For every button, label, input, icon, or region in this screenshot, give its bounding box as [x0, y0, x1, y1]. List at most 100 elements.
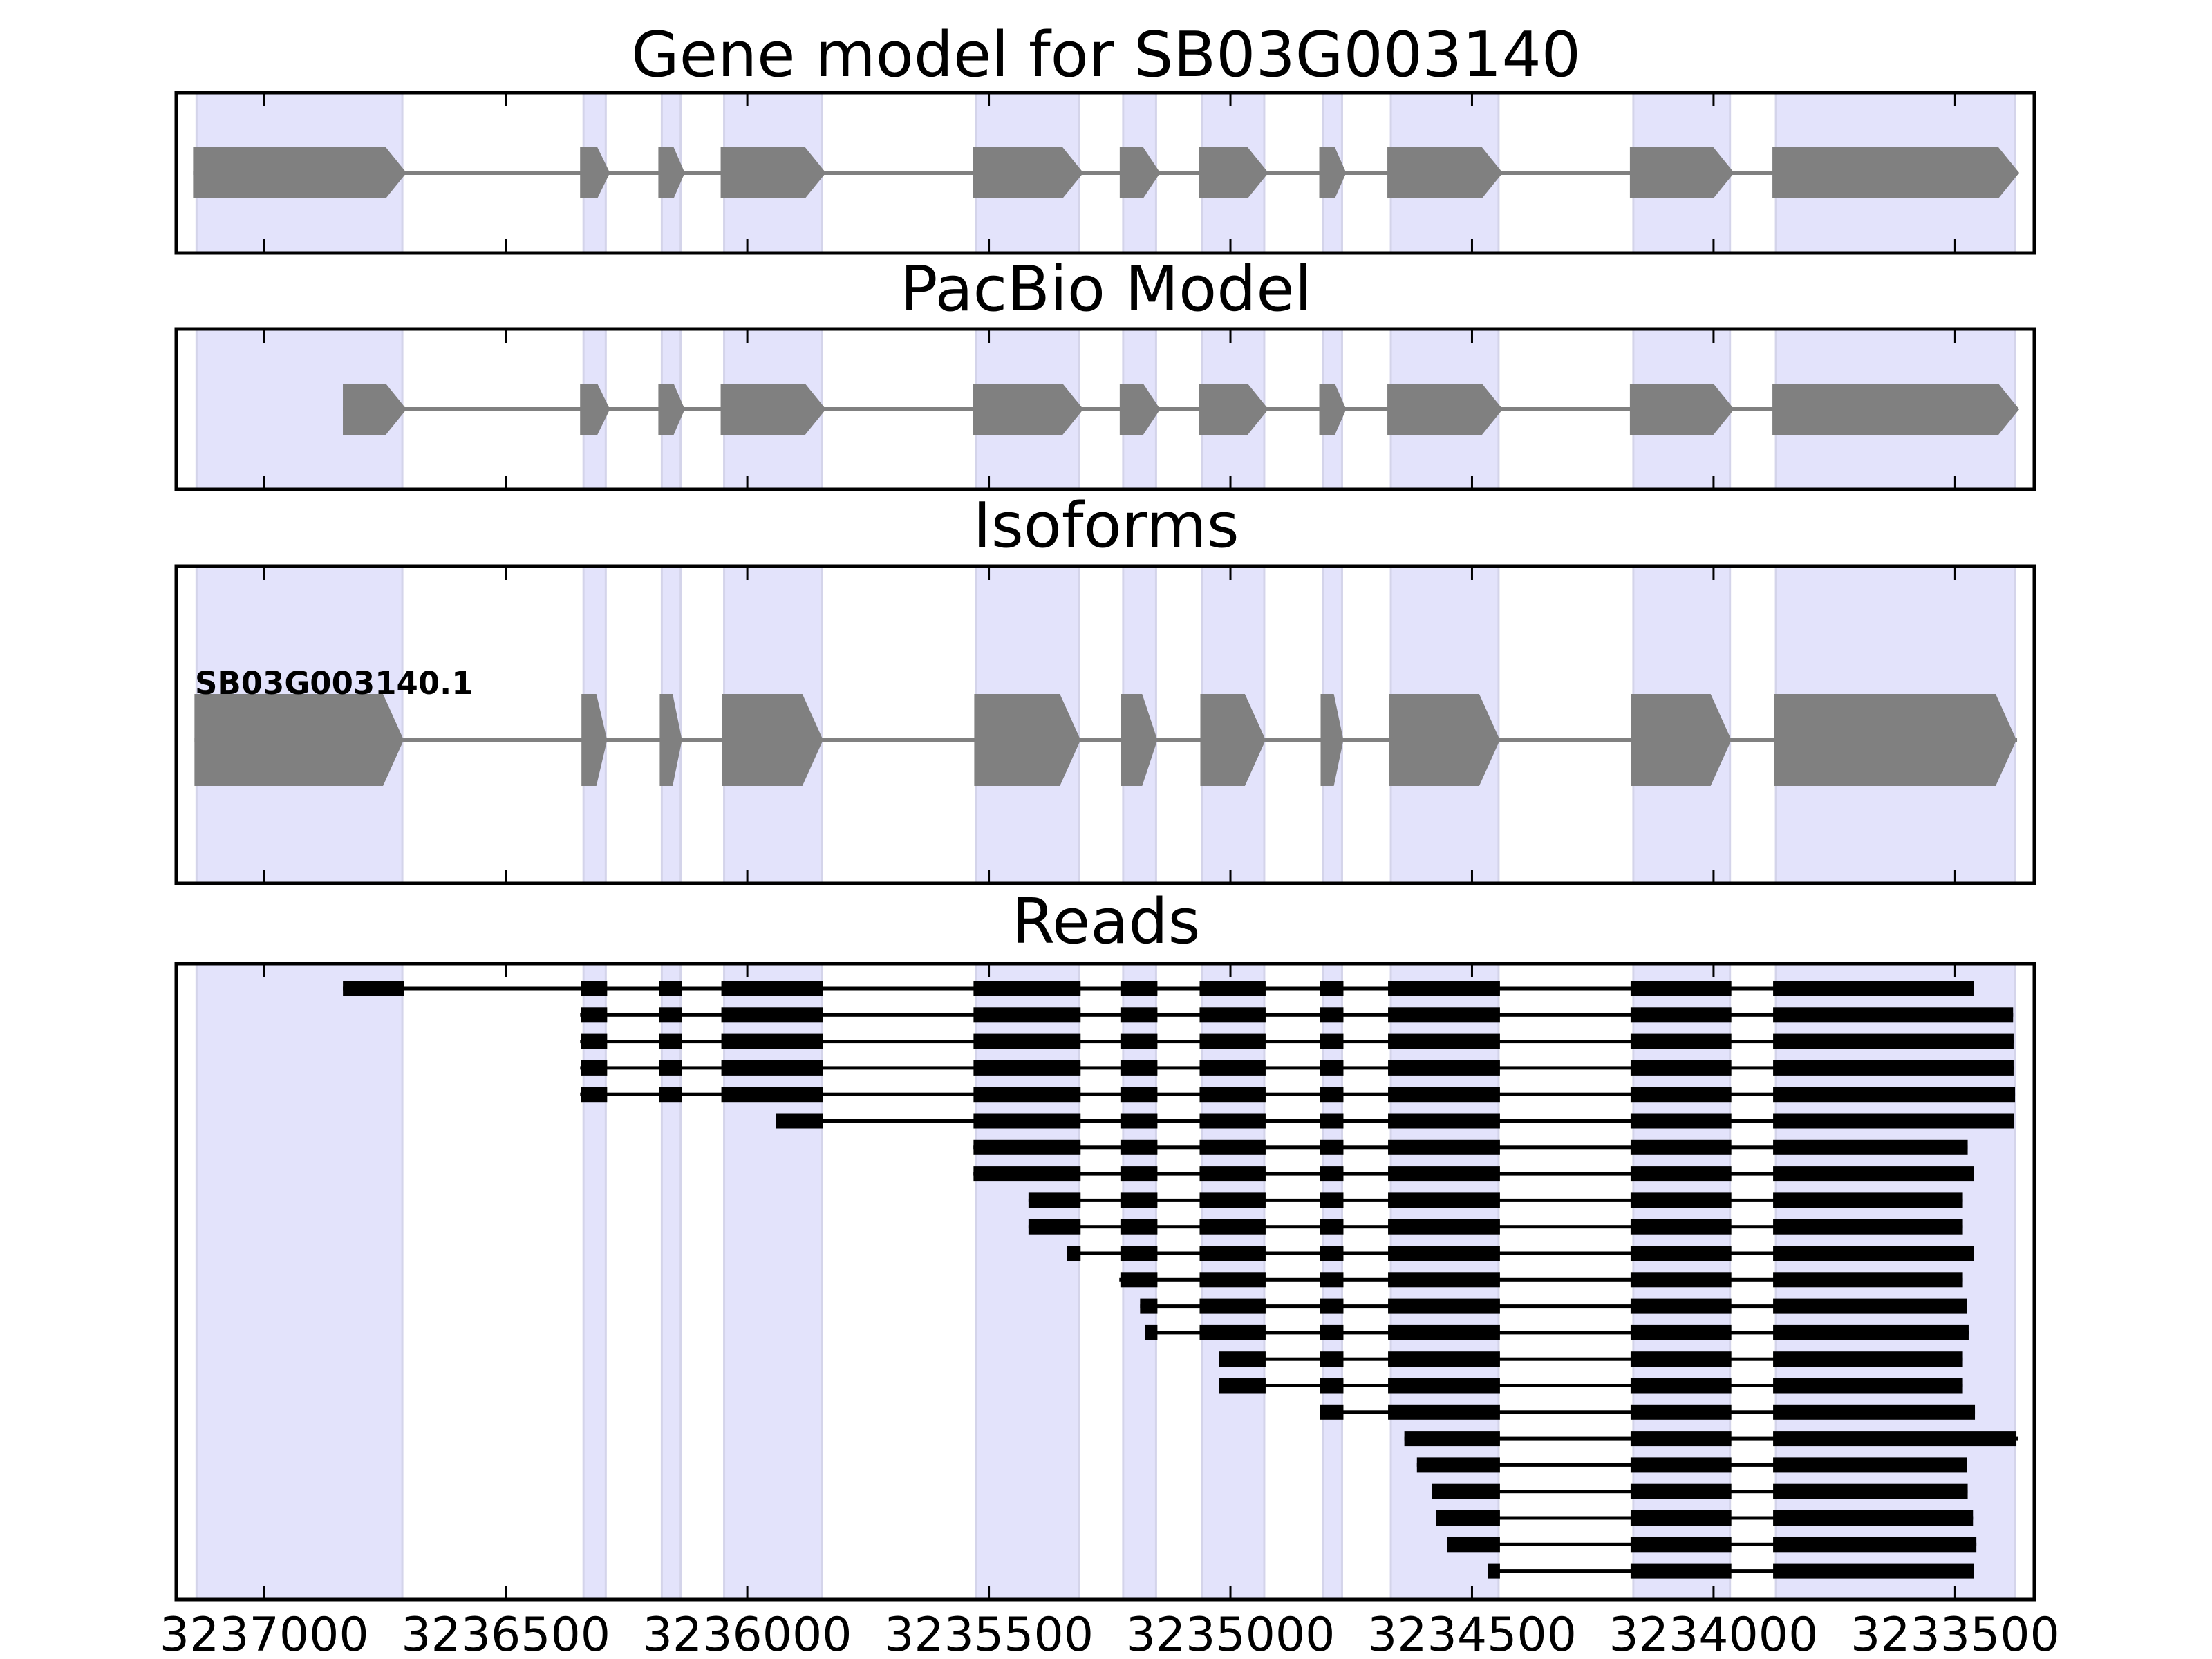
read-intron-line — [580, 1066, 2014, 1070]
read-block — [1630, 1563, 1732, 1579]
read-block — [1320, 1033, 1344, 1049]
intron-line — [193, 171, 2019, 175]
exon-arrow — [1772, 147, 2020, 198]
exon-arrow — [1199, 384, 1268, 435]
read-block — [1120, 1219, 1158, 1235]
read — [973, 1166, 1974, 1182]
read-block — [1219, 1378, 1266, 1394]
x-tick-label: 3236000 — [643, 1608, 852, 1659]
read-block — [1199, 1087, 1266, 1103]
panel-title: Reads — [1011, 885, 1200, 958]
read-block — [1388, 1219, 1500, 1235]
read-block — [1432, 1483, 1500, 1499]
read-block — [1320, 1192, 1344, 1208]
read-block — [1388, 1166, 1500, 1182]
read-block — [1630, 1537, 1732, 1553]
panel-frame — [174, 91, 2036, 255]
read — [1488, 1563, 1974, 1579]
read — [973, 1139, 1968, 1155]
exon-arrow — [1629, 147, 1734, 198]
read-block — [1145, 1324, 1158, 1340]
intron-line — [343, 407, 2019, 411]
read-intron-line — [1067, 1251, 1974, 1255]
exon-arrow — [581, 694, 608, 786]
read-block — [1773, 1166, 1974, 1182]
read-block — [581, 981, 608, 996]
exon-arrow — [580, 384, 610, 435]
panel-gene-model: Gene model for SB03G003140 — [174, 19, 2036, 255]
read-block — [1773, 1483, 1968, 1499]
read — [580, 1087, 2016, 1103]
read-block — [581, 1033, 608, 1049]
read — [776, 1113, 2014, 1129]
exon-arrow — [580, 147, 610, 198]
x-tick-label: 3234000 — [1609, 1608, 1818, 1659]
read-block — [1199, 1246, 1266, 1261]
read-block — [1320, 1007, 1344, 1023]
read — [1219, 1378, 1963, 1394]
read-block — [1773, 1298, 1967, 1314]
read-block — [1320, 1166, 1344, 1182]
read-block — [1199, 981, 1266, 996]
read-block — [1120, 1113, 1158, 1129]
read — [1416, 1457, 1967, 1473]
x-tick-label: 3235000 — [1126, 1608, 1335, 1659]
read-block — [1199, 1219, 1266, 1235]
read-block — [1630, 1351, 1732, 1367]
read-block — [1320, 1087, 1344, 1103]
intron-line — [194, 738, 2018, 742]
read-block — [1199, 1033, 1266, 1049]
exon-arrow — [1199, 147, 1268, 198]
read-block — [1320, 1139, 1344, 1155]
read-block — [973, 1033, 1081, 1049]
read — [1067, 1246, 1974, 1261]
read-block — [1630, 1457, 1732, 1473]
read-block — [1320, 1298, 1344, 1314]
read-block — [1388, 1246, 1500, 1261]
read-intron-line — [1145, 1331, 1969, 1335]
read-block — [1773, 1272, 1963, 1288]
read-block — [1199, 1007, 1266, 1023]
read-block — [1388, 1324, 1500, 1340]
read-block — [1320, 1404, 1344, 1420]
x-tick-label: 3237000 — [160, 1608, 369, 1659]
read-block — [721, 1007, 823, 1023]
panel-frame — [174, 962, 2036, 1602]
read — [1436, 1510, 1974, 1526]
exon-arrow — [1387, 384, 1503, 435]
exon-arrow — [973, 147, 1084, 198]
read-block — [1773, 1404, 1976, 1420]
read — [1119, 1272, 1963, 1288]
read-block — [1773, 1007, 2014, 1023]
exon-arrow — [720, 147, 826, 198]
read-block — [1773, 1033, 2014, 1049]
read-block — [659, 981, 682, 996]
read-block — [1773, 1087, 2016, 1103]
x-tick-label: 3235500 — [884, 1608, 1094, 1659]
exon-arrow — [193, 147, 407, 198]
read-block — [1488, 1563, 1500, 1579]
read-block — [1630, 1298, 1732, 1314]
read-block — [1140, 1298, 1158, 1314]
read-block — [1120, 1060, 1158, 1076]
read-block — [1630, 1404, 1732, 1420]
read-block — [1120, 1272, 1158, 1288]
read-block — [1219, 1351, 1266, 1367]
read-block — [1120, 981, 1158, 996]
x-axis: 3237000 3236500 3236000 3235500 3235000 … — [160, 1608, 2060, 1659]
read-block — [1630, 1272, 1732, 1288]
panel-border — [174, 91, 2036, 255]
read-block — [1120, 1033, 1158, 1049]
read-block — [1630, 1033, 1732, 1049]
exon-arrow — [720, 384, 826, 435]
read — [1404, 1431, 2018, 1447]
read-block — [1773, 1378, 1963, 1394]
read-block — [1630, 1060, 1732, 1076]
read-block — [1773, 1510, 1974, 1526]
read-block — [1199, 1139, 1266, 1155]
exon-arrow — [659, 694, 682, 786]
read-block — [1447, 1537, 1500, 1553]
read-block — [1388, 1378, 1500, 1394]
exon-arrow — [658, 384, 685, 435]
